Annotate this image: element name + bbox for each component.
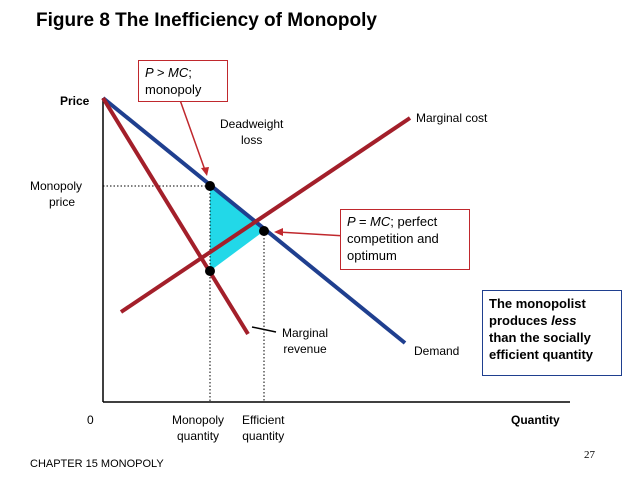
- perfect-pointer-arrow: [274, 228, 283, 236]
- monopoly-pointer-arrow: [201, 167, 209, 176]
- monopoly-price-label: Monopoly price: [30, 179, 83, 209]
- marginal-revenue-curve: [101, 96, 250, 336]
- marginal-cost-label: Marginal cost: [416, 111, 488, 125]
- deadweight-loss-label: Deadweight loss: [220, 117, 284, 147]
- marginal-revenue-label: Marginal revenue: [282, 326, 329, 356]
- mr-mc-intersection-point: [205, 266, 215, 276]
- x-axis-label: Quantity: [511, 413, 560, 427]
- marginal-cost-curve: [119, 116, 412, 314]
- page-number: 27: [584, 449, 595, 461]
- origin-label: 0: [87, 413, 94, 427]
- chapter-footer: CHAPTER 15 MONOPOLY: [30, 458, 164, 470]
- perfect-competition-callout: P = MC; perfect competition and optimum: [340, 209, 470, 270]
- monopoly-point: [205, 181, 215, 191]
- monopoly-callout-condition: P > MC: [145, 65, 189, 80]
- marginal-revenue-pointer: [251, 326, 277, 333]
- monopolist-note: The monopolist produces less than the so…: [482, 290, 622, 376]
- perfect-pointer-line: [277, 231, 347, 237]
- deadweight-loss-area: [210, 186, 264, 271]
- monopoly-callout: P > MC; monopoly: [138, 60, 228, 102]
- figure-title: Figure 8 The Inefficiency of Monopoly: [36, 10, 377, 31]
- efficient-quantity-label: Efficient quantity: [242, 413, 285, 443]
- demand-label: Demand: [414, 344, 460, 358]
- efficient-point: [259, 226, 269, 236]
- monopoly-pointer-line: [179, 99, 207, 174]
- y-axis-label: Price: [60, 94, 90, 108]
- perfect-callout-condition: P = MC: [347, 214, 391, 229]
- monopoly-quantity-label: Monopoly quantity: [172, 413, 225, 443]
